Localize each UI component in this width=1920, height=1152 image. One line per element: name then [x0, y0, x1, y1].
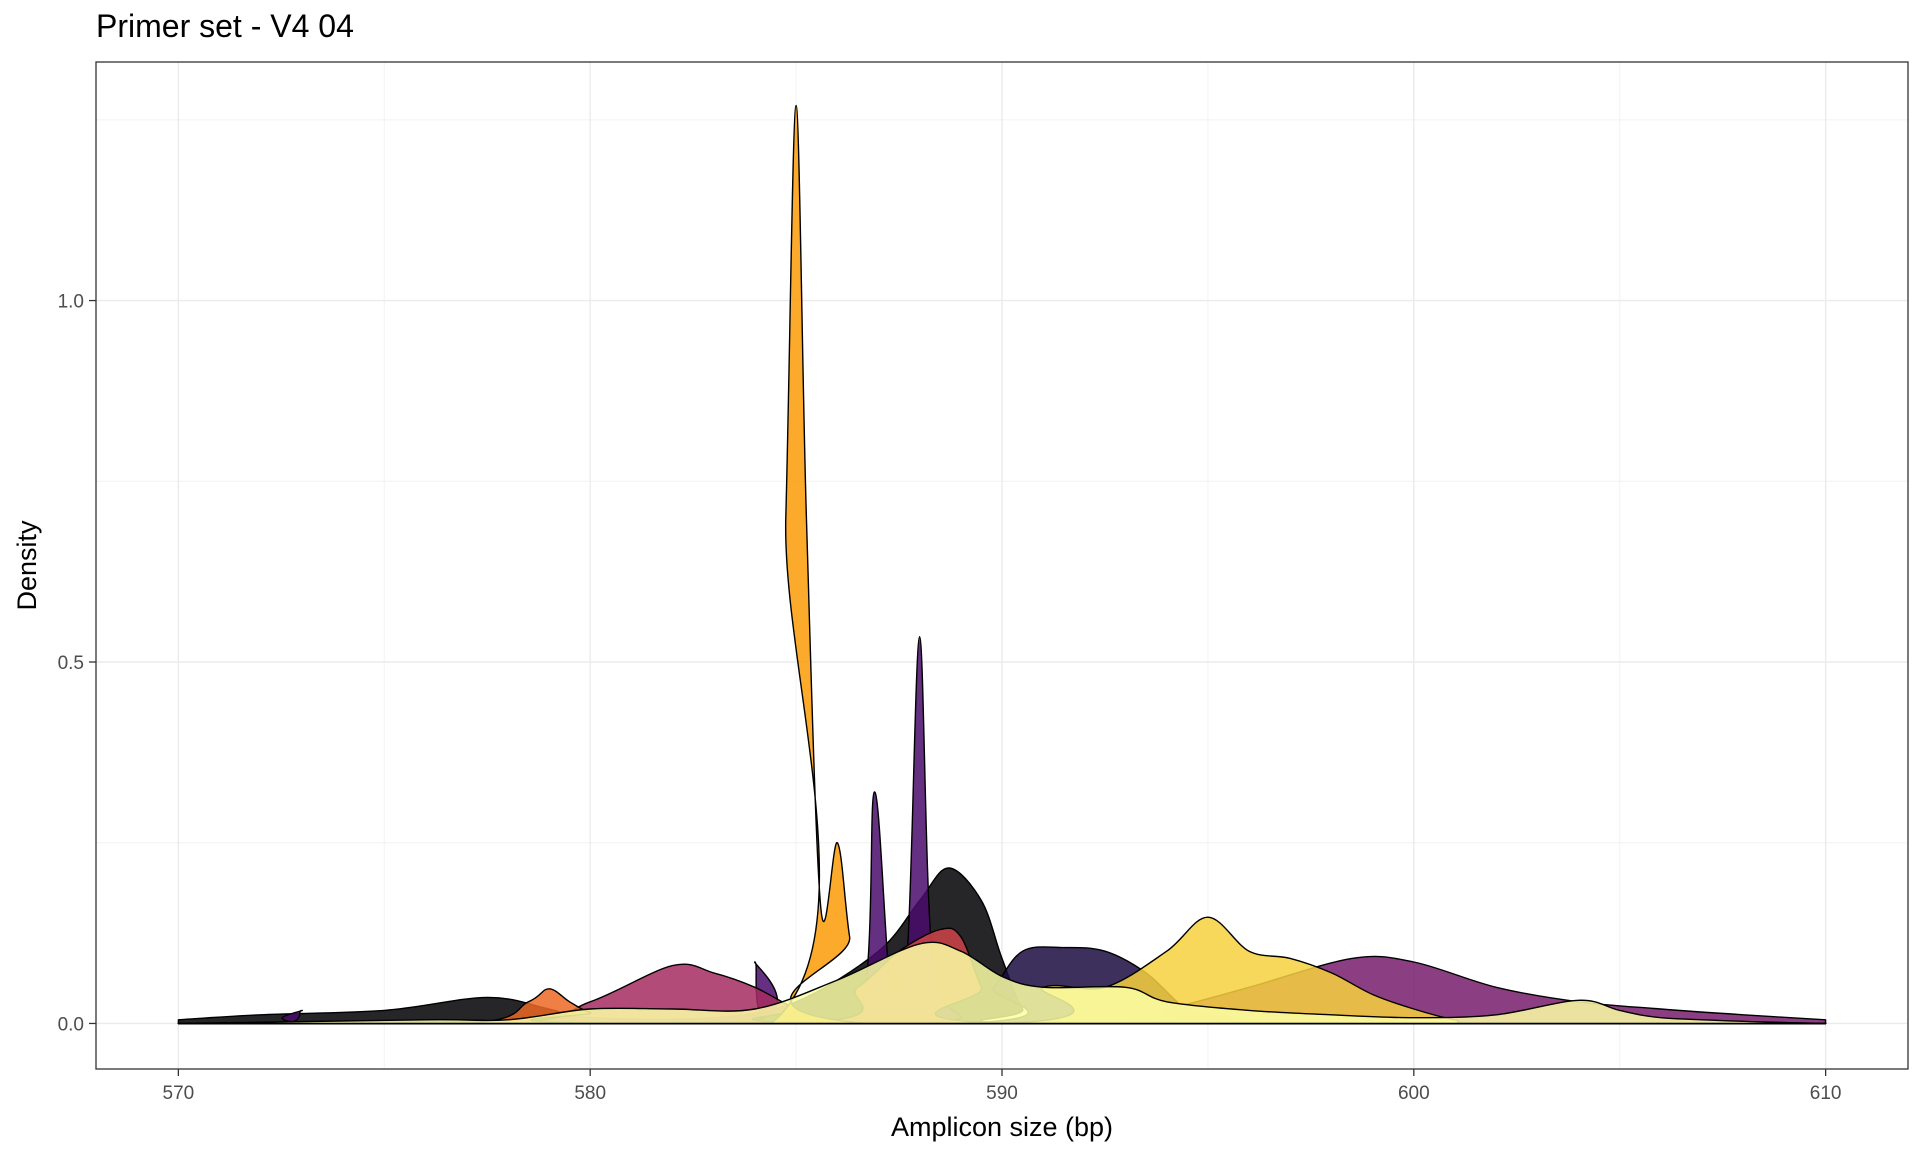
density-areas — [177, 104, 1827, 1025]
x-tick-label: 610 — [1810, 1083, 1842, 1104]
y-tick-label: 0.5 — [58, 653, 84, 674]
y-tick-label: 1.0 — [58, 292, 84, 313]
x-axis-title: Amplicon size (bp) — [891, 1112, 1113, 1142]
x-tick-label: 570 — [163, 1083, 195, 1104]
x-tick-label: 600 — [1398, 1083, 1430, 1104]
grid-lines — [96, 62, 1908, 1069]
density-area-10 — [177, 941, 1827, 1025]
y-axis-title: Density — [12, 520, 42, 611]
x-tick-label: 590 — [986, 1083, 1018, 1104]
y-tick-label: 0.0 — [58, 1014, 84, 1035]
x-tick-label: 580 — [574, 1083, 606, 1104]
axis-ticks: 570 580 590 600 610 0.0 0.5 1.0 — [58, 292, 1842, 1104]
chart-title: Primer set - V4 04 — [96, 8, 354, 44]
